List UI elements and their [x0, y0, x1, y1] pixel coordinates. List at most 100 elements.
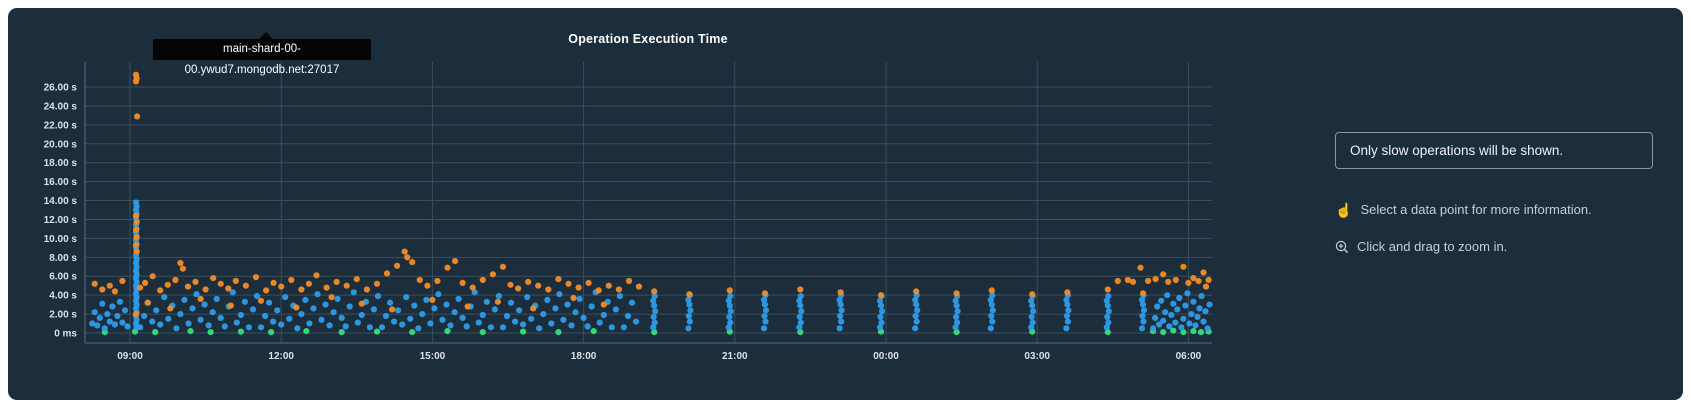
data-point[interactable] [615, 286, 623, 293]
data-point[interactable] [338, 329, 345, 336]
data-point[interactable] [189, 305, 196, 312]
data-point[interactable] [1160, 271, 1167, 278]
data-point[interactable] [499, 324, 507, 331]
data-point[interactable] [1174, 306, 1181, 313]
data-point[interactable] [185, 320, 192, 327]
data-point[interactable] [210, 275, 217, 282]
data-point[interactable] [686, 301, 693, 308]
data-point[interactable] [133, 219, 140, 226]
data-point[interactable] [585, 279, 592, 286]
data-point[interactable] [106, 318, 113, 325]
data-point[interactable] [650, 297, 657, 304]
data-point[interactable] [358, 300, 365, 307]
data-point[interactable] [988, 301, 995, 308]
data-point[interactable] [620, 324, 628, 331]
data-point[interactable] [1063, 312, 1070, 320]
data-point[interactable] [1152, 314, 1159, 321]
data-point[interactable] [1028, 313, 1035, 320]
data-point[interactable] [232, 277, 239, 285]
data-point[interactable] [1188, 311, 1195, 318]
data-point[interactable] [111, 288, 118, 295]
data-point[interactable] [687, 307, 694, 314]
data-point[interactable] [431, 305, 438, 312]
data-point[interactable] [124, 323, 131, 330]
data-point[interactable] [207, 329, 214, 336]
data-point[interactable] [423, 296, 430, 303]
data-point[interactable] [876, 297, 884, 304]
data-point[interactable] [912, 296, 919, 303]
data-point[interactable] [1180, 315, 1187, 322]
data-point[interactable] [99, 286, 106, 293]
data-point[interactable] [101, 325, 108, 332]
data-point[interactable] [1104, 313, 1111, 320]
data-point[interactable] [954, 319, 961, 326]
data-point[interactable] [326, 322, 333, 329]
data-point[interactable] [447, 322, 454, 329]
data-point[interactable] [354, 319, 361, 326]
data-point[interactable] [836, 325, 843, 332]
data-point[interactable] [263, 287, 270, 294]
data-point[interactable] [334, 295, 341, 302]
data-point[interactable] [651, 288, 658, 295]
data-point[interactable] [1105, 308, 1112, 315]
data-point[interactable] [164, 281, 171, 288]
data-point[interactable] [303, 328, 310, 335]
data-point[interactable] [877, 302, 885, 309]
data-point[interactable] [429, 296, 436, 303]
data-point[interactable] [520, 328, 527, 335]
data-point[interactable] [443, 301, 450, 308]
data-point[interactable] [1170, 300, 1177, 307]
data-point[interactable] [286, 315, 293, 322]
data-point[interactable] [1180, 263, 1187, 270]
data-point[interactable] [1129, 278, 1137, 285]
data-point[interactable] [306, 320, 313, 327]
data-point[interactable] [343, 282, 350, 289]
data-point[interactable] [1192, 322, 1199, 329]
data-point[interactable] [1200, 318, 1207, 325]
data-point[interactable] [600, 311, 607, 319]
data-point[interactable] [114, 312, 121, 320]
data-point[interactable] [201, 301, 208, 308]
data-point[interactable] [144, 299, 151, 306]
data-point[interactable] [1176, 294, 1183, 302]
data-point[interactable] [797, 286, 804, 293]
data-point[interactable] [427, 320, 434, 327]
data-point[interactable] [503, 312, 511, 320]
data-point[interactable] [525, 278, 532, 285]
data-point[interactable] [106, 282, 113, 289]
data-point[interactable] [475, 319, 482, 326]
data-point[interactable] [119, 277, 126, 285]
data-point[interactable] [628, 299, 636, 306]
data-point[interactable] [1138, 296, 1146, 303]
data-point[interactable] [167, 305, 174, 312]
data-point[interactable] [556, 291, 563, 298]
data-point[interactable] [761, 290, 769, 297]
data-point[interactable] [912, 325, 919, 332]
data-point[interactable] [499, 263, 507, 270]
data-point[interactable] [1205, 276, 1212, 284]
data-point[interactable] [878, 308, 886, 315]
data-point[interactable] [1029, 319, 1036, 326]
data-point[interactable] [293, 304, 300, 311]
data-point[interactable] [837, 312, 844, 320]
data-point[interactable] [837, 289, 844, 296]
data-point[interactable] [989, 292, 996, 299]
data-point[interactable] [1198, 293, 1205, 300]
data-point[interactable] [1156, 321, 1163, 328]
data-point[interactable] [1139, 312, 1146, 320]
data-point[interactable] [153, 307, 160, 314]
data-point[interactable] [650, 324, 657, 331]
data-point[interactable] [395, 307, 402, 314]
data-point[interactable] [580, 314, 587, 321]
data-point[interactable] [1137, 264, 1144, 271]
data-point[interactable] [459, 279, 466, 286]
data-point[interactable] [132, 241, 140, 249]
data-point[interactable] [233, 319, 240, 326]
data-point[interactable] [1194, 313, 1201, 320]
data-point[interactable] [725, 324, 732, 331]
data-point[interactable] [954, 308, 961, 315]
data-point[interactable] [444, 264, 451, 271]
data-point[interactable] [727, 319, 734, 326]
data-point[interactable] [798, 308, 805, 315]
data-point[interactable] [632, 318, 640, 325]
